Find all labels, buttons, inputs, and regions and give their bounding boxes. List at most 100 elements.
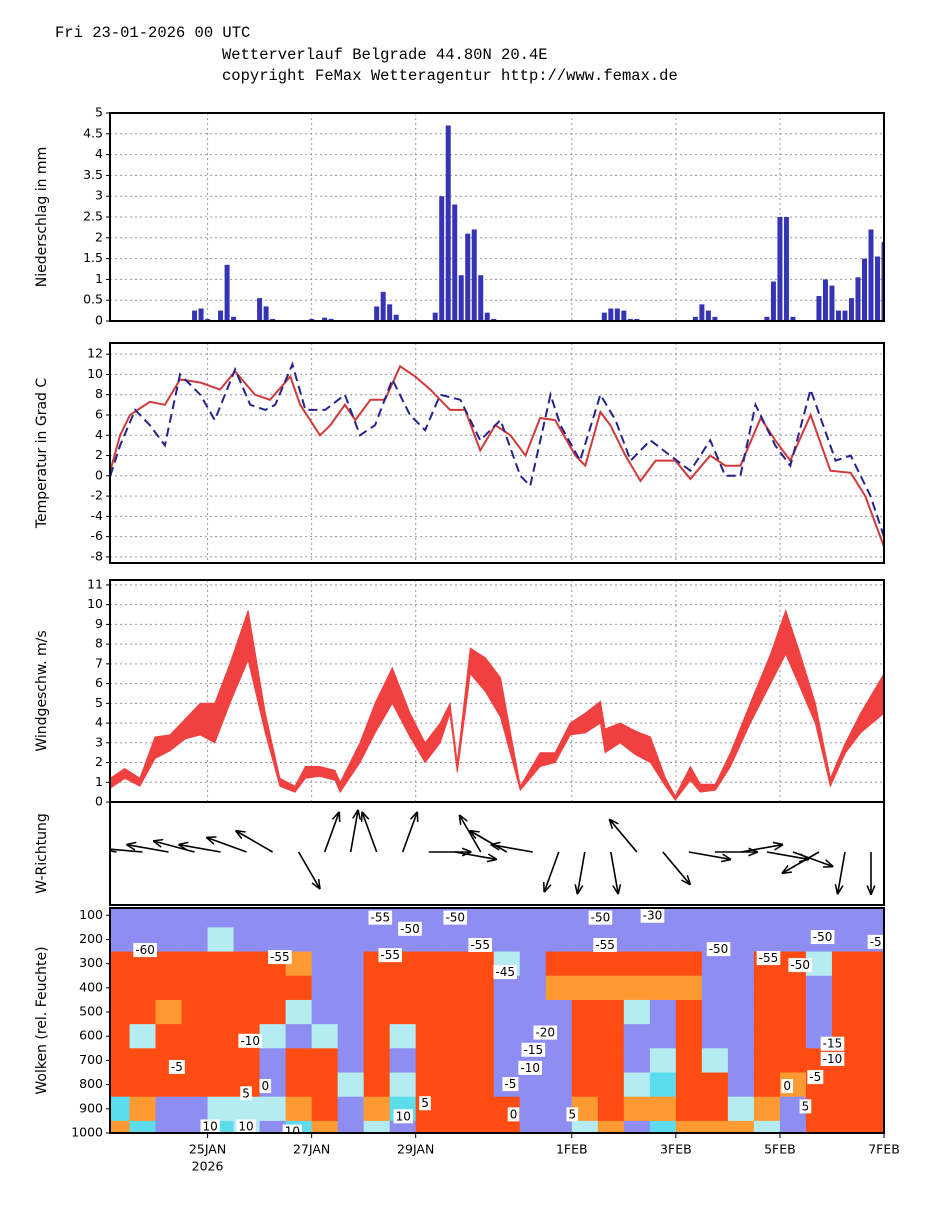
humidity-cell — [753, 975, 781, 1001]
plot-area: -60-55-55 -50-50-55-55-45-55-50 -30-50-55-… — [110, 908, 884, 1133]
humidity-cell — [805, 975, 833, 1001]
contour-label-bg — [810, 930, 835, 945]
x-sublabel: 2026 — [192, 1159, 224, 1174]
humidity-cell — [649, 951, 677, 977]
humidity-cell — [207, 1048, 235, 1074]
humidity-cell — [623, 1072, 651, 1098]
bar — [205, 318, 211, 321]
y-tick-label: 700 — [79, 1052, 103, 1067]
contour-label-bg — [507, 1107, 520, 1122]
wind-arrow — [792, 851, 832, 866]
bar — [816, 296, 822, 321]
humidity-cell — [519, 1072, 547, 1098]
contour-label-bg — [268, 950, 292, 965]
bar — [322, 317, 328, 321]
y-tick-label: 4 — [95, 146, 103, 161]
humidity-cell — [181, 951, 209, 977]
contour-label: -50 — [709, 942, 729, 956]
humidity-cell — [311, 1120, 339, 1133]
humidity-cell — [467, 1096, 495, 1122]
humidity-cell — [597, 999, 625, 1025]
y-tick-label: 8 — [95, 386, 103, 401]
bar — [380, 291, 386, 321]
plot-area — [110, 811, 871, 894]
humidity-cell — [597, 1048, 625, 1074]
humidity-cell — [467, 1072, 495, 1098]
humidity-cell — [857, 1120, 884, 1133]
humidity-cell — [207, 1072, 235, 1098]
wind-arrow — [783, 851, 820, 873]
humidity-cell — [389, 1072, 417, 1098]
contour-label-bg — [393, 1109, 413, 1124]
y-tick-label: 0 — [95, 794, 103, 809]
contour-label-bg — [566, 1107, 579, 1122]
contour-label: 5 — [421, 1096, 429, 1110]
y-tick-label: -4 — [91, 508, 104, 523]
humidity-cell — [207, 951, 235, 977]
humidity-cell — [571, 1048, 599, 1074]
contour-label-bg — [521, 1042, 546, 1057]
y-tick-label: 8 — [95, 636, 103, 651]
y-axis-label: W-Richtung — [34, 813, 50, 894]
humidity-cell — [519, 1096, 547, 1122]
bar — [881, 241, 884, 321]
humidity-cell — [415, 975, 443, 1001]
humidity-cell — [311, 1024, 339, 1049]
y-tick-label: 600 — [79, 1028, 103, 1043]
contour-label: 5 — [568, 1107, 576, 1121]
humidity-cell — [701, 908, 729, 928]
y-tick-label: 200 — [79, 931, 103, 946]
humidity-cell — [337, 951, 365, 977]
humidity-cell — [649, 1120, 677, 1133]
humidity-cell — [727, 975, 755, 1001]
contour-label-bg — [200, 1119, 220, 1133]
humidity-cell — [623, 1096, 651, 1122]
humidity-cell — [110, 1120, 131, 1133]
bar — [829, 285, 835, 321]
contour-label-bg — [867, 934, 884, 949]
humidity-cell — [675, 999, 703, 1025]
humidity-cell — [779, 1024, 807, 1049]
bar — [712, 316, 718, 321]
humidity-cell — [571, 951, 599, 977]
humidity-cell — [571, 1120, 599, 1133]
humidity-cell — [311, 975, 339, 1001]
humidity-cell — [441, 1024, 469, 1049]
contour-label: -55 — [759, 951, 779, 965]
humidity-cell — [675, 1096, 703, 1122]
x-tick-label: 3FEB — [660, 1142, 692, 1157]
contour-label: -10 — [240, 1034, 260, 1048]
humidity-cell — [110, 1072, 131, 1098]
bar — [699, 304, 705, 321]
contour-label-bg — [398, 921, 422, 936]
humidity-cell — [831, 1120, 859, 1133]
contour-label: -5 — [870, 935, 882, 949]
contour-label: -55 — [470, 938, 490, 952]
bar — [263, 306, 269, 321]
humidity-cell — [831, 1096, 859, 1122]
humidity-cell — [753, 908, 781, 928]
y-tick-label: 900 — [79, 1100, 103, 1115]
y-tick-label: -2 — [91, 488, 103, 503]
humidity-cell — [389, 975, 417, 1001]
wind-arrow — [740, 845, 782, 853]
humidity-cell — [623, 927, 651, 953]
contour-label-bg — [706, 942, 731, 957]
wind-arrow — [766, 851, 808, 859]
humidity-cell — [285, 975, 313, 1001]
humidity-cell — [155, 1120, 183, 1133]
contour-label: -5 — [171, 1060, 183, 1074]
humidity-cell — [701, 1024, 729, 1049]
contour-label: 0 — [510, 1107, 518, 1121]
bar — [783, 217, 789, 321]
humidity-cell — [571, 999, 599, 1025]
wind-arrow — [688, 851, 730, 859]
y-tick-label: 11 — [87, 576, 103, 591]
humidity-cell — [753, 1096, 781, 1122]
humidity-cell — [259, 927, 287, 953]
contour-label: -10 — [823, 1052, 843, 1066]
humidity-cell — [337, 1096, 365, 1122]
bar — [445, 125, 451, 321]
bar — [432, 312, 438, 321]
